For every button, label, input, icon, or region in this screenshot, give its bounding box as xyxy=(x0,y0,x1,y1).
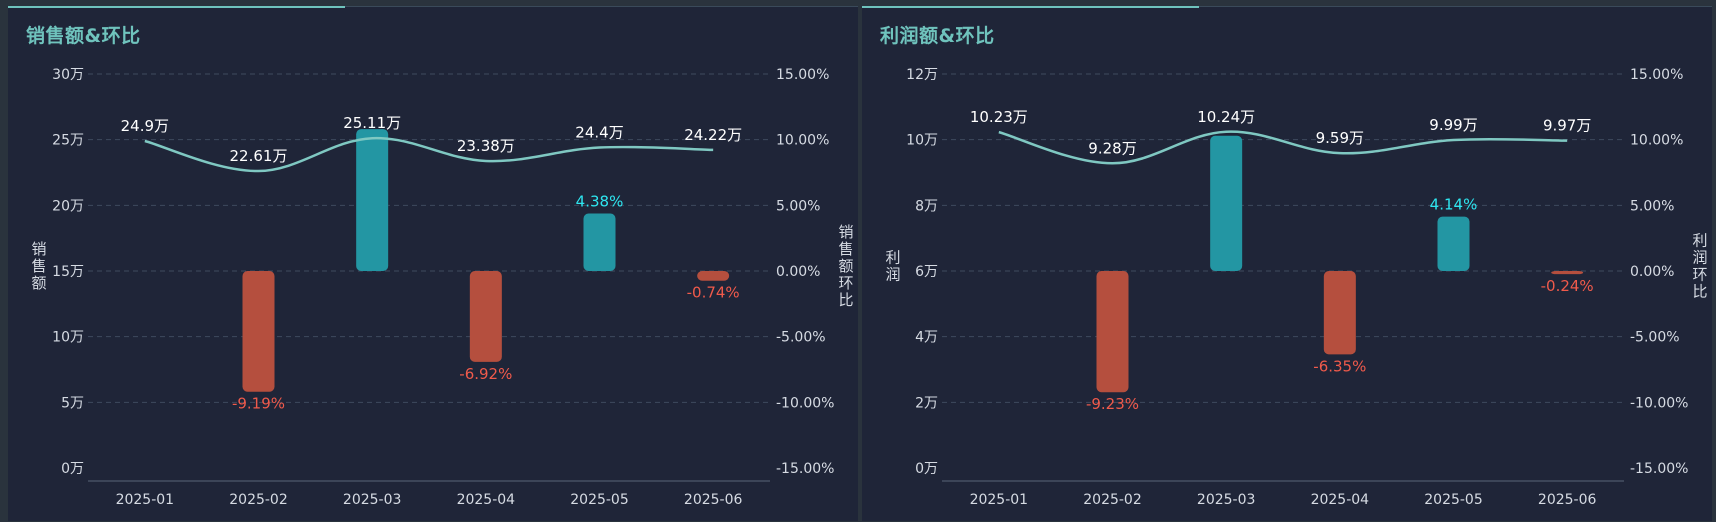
y-tick-label: 2万 xyxy=(915,395,938,411)
x-tick-label: 2025-05 xyxy=(1424,492,1483,508)
y-tick-label: 6万 xyxy=(915,264,938,280)
y2-axis-title: 利润环比 xyxy=(1692,232,1707,301)
y-tick-label: 0万 xyxy=(61,461,84,477)
y-tick-label: 25万 xyxy=(52,133,84,149)
bar-label: -9.19% xyxy=(232,395,285,413)
y2-tick-label: 0.00% xyxy=(776,264,820,280)
line-label: 9.99万 xyxy=(1429,116,1477,134)
bar-label: -9.23% xyxy=(1086,395,1139,413)
x-tick-label: 2025-04 xyxy=(1311,492,1370,508)
y2-tick-label: 10.00% xyxy=(776,133,829,149)
series-line xyxy=(144,136,714,173)
bar xyxy=(469,271,502,362)
bar xyxy=(1551,271,1584,275)
x-tick-label: 2025-06 xyxy=(1538,492,1597,508)
bar-label: -6.92% xyxy=(459,365,512,383)
bar xyxy=(583,213,616,271)
profit-panel: 利润额&环比 0万 2万 4万 6万 8万 10万 12万 -15.00% -10.00% -5.… xyxy=(862,6,1712,521)
bar-label: -0.24% xyxy=(1541,277,1594,295)
line-label: 22.61万 xyxy=(230,147,288,165)
panel-accent-line xyxy=(8,6,345,8)
line-label: 24.9万 xyxy=(121,117,169,135)
panel-accent-line xyxy=(862,6,1199,8)
y-tick-label: 10万 xyxy=(52,330,84,346)
panel-title: 利润额&环比 xyxy=(880,25,995,47)
y-tick-label: 30万 xyxy=(52,67,84,83)
bar-label: 4.14% xyxy=(1430,196,1478,214)
profit-chart: 0万 2万 4万 6万 8万 10万 12万 -15.00% -10.00% -5.00% 0.00… xyxy=(885,67,1707,508)
y-tick-label: 12万 xyxy=(906,67,938,83)
x-tick-label: 2025-03 xyxy=(1197,492,1256,508)
line-label: 9.59万 xyxy=(1316,129,1364,147)
line-label: 25.11万 xyxy=(343,114,401,132)
y2-tick-label: -10.00% xyxy=(776,395,834,411)
bar xyxy=(1096,271,1129,393)
bar-label: 4.38% xyxy=(576,192,624,210)
x-tick-label: 2025-01 xyxy=(116,492,175,508)
y-axis-title: 利润 xyxy=(885,249,900,284)
line-label: 10.23万 xyxy=(970,108,1028,126)
y-tick-label: 10万 xyxy=(906,133,938,149)
y2-tick-label: 15.00% xyxy=(1630,67,1683,83)
y-tick-label: 0万 xyxy=(915,461,938,477)
line-label: 24.22万 xyxy=(684,126,742,144)
y-axis-title: 销售额 xyxy=(31,240,46,292)
x-tick-label: 2025-05 xyxy=(570,492,629,508)
sales-chart: 0万 5万 10万 15万 20万 25万 30万 -15.00% -10.00% -5.00% 0… xyxy=(31,67,853,508)
bar-label: -6.35% xyxy=(1313,357,1366,375)
y-tick-label: 8万 xyxy=(915,198,938,214)
bar xyxy=(1323,271,1356,355)
series-line xyxy=(998,130,1568,165)
panel-title: 销售额&环比 xyxy=(26,25,141,47)
x-tick-label: 2025-03 xyxy=(343,492,402,508)
y2-tick-label: -5.00% xyxy=(776,330,826,346)
y2-tick-label: -15.00% xyxy=(776,461,834,477)
x-tick-label: 2025-06 xyxy=(684,492,743,508)
y2-axis-title: 销售额环比 xyxy=(838,223,853,309)
bar xyxy=(356,129,389,271)
y2-tick-label: 15.00% xyxy=(776,67,829,83)
line-label: 10.24万 xyxy=(1197,108,1255,126)
x-tick-label: 2025-02 xyxy=(229,492,288,508)
bar xyxy=(1210,135,1243,271)
line-label: 9.28万 xyxy=(1088,139,1136,157)
y2-tick-label: 5.00% xyxy=(1630,198,1674,214)
bar xyxy=(242,271,275,392)
line-label: 9.97万 xyxy=(1543,117,1591,135)
y-tick-label: 20万 xyxy=(52,198,84,214)
bar xyxy=(1437,216,1470,271)
y2-tick-label: -5.00% xyxy=(1630,330,1680,346)
y2-tick-label: -15.00% xyxy=(1630,461,1688,477)
bar-label: -0.74% xyxy=(687,284,740,302)
bar xyxy=(697,271,730,281)
y2-tick-label: 5.00% xyxy=(776,198,820,214)
y2-tick-label: -10.00% xyxy=(1630,395,1688,411)
y2-tick-label: 0.00% xyxy=(1630,264,1674,280)
y2-tick-label: 10.00% xyxy=(1630,133,1683,149)
line-label: 23.38万 xyxy=(457,137,515,155)
y-tick-label: 4万 xyxy=(915,330,938,346)
x-tick-label: 2025-04 xyxy=(457,492,516,508)
line-label: 24.4万 xyxy=(575,124,623,142)
sales-panel: 销售额&环比 0万 5万 10万 15万 20万 25万 30万 -15.00% -10.00%… xyxy=(8,6,858,521)
y-tick-label: 5万 xyxy=(61,395,84,411)
y-tick-label: 15万 xyxy=(52,264,84,280)
x-tick-label: 2025-02 xyxy=(1083,492,1142,508)
x-tick-label: 2025-01 xyxy=(970,492,1029,508)
